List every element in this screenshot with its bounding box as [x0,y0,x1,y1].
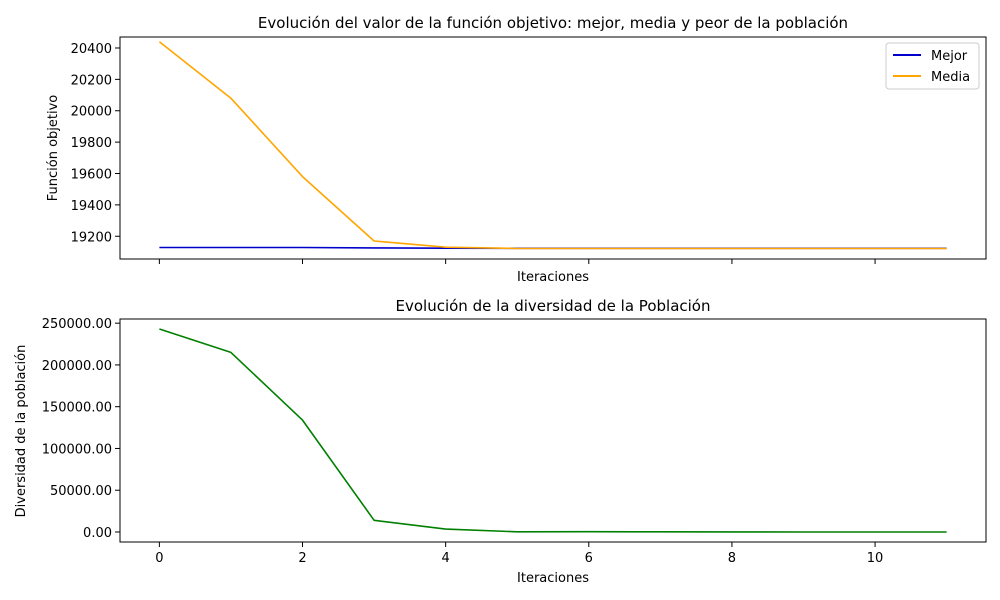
bottom-ytick-label: 100000.00 [42,442,112,457]
bottom-chart-title: Evolución de la diversidad de la Poblaci… [396,297,711,315]
top-chart-xlabel: Iteraciones [517,270,589,285]
top-ytick-label: 20000 [71,105,112,120]
bottom-chart-lines [159,328,947,533]
top-ytick-label: 19800 [71,136,112,151]
bottom-xtick-label: 10 [867,551,884,566]
bottom-series-line [159,328,947,533]
bottom-ytick-label: 200000.00 [42,359,112,374]
legend-label-mejor: Mejor [931,49,968,64]
bottom-ytick-label: 0.00 [83,526,112,541]
top-chart-lines [158,41,947,250]
top-ytick-label: 19200 [71,230,112,245]
bottom-chart-ticks: 0.00 50000.00 100000.00 150000.00 200000.00 2… [42,317,884,566]
bottom-plot-frame [119,318,987,543]
bottom-chart-xlabel: Iteraciones [517,571,589,586]
top-ytick-label: 19600 [71,167,112,182]
top-ytick-label: 20200 [71,73,112,88]
top-chart: Evolución del valor de la función objeti… [46,14,987,285]
top-series-line-media [158,41,947,250]
bottom-xtick-label: 8 [728,551,736,566]
top-chart-title: Evolución del valor de la función objeti… [258,14,848,32]
top-ytick-label: 20400 [71,42,112,57]
top-chart-legend: Mejor Media [885,42,980,90]
bottom-xtick-label: 0 [155,551,163,566]
bottom-xtick-label: 6 [585,551,593,566]
bottom-chart-ylabel: Diversidad de la población [14,345,29,518]
top-ytick-label: 19400 [71,199,112,214]
top-plot-frame [119,36,987,260]
bottom-ytick-label: 50000.00 [50,484,112,499]
bottom-xtick-label: 4 [442,551,450,566]
top-chart-ticks: 19200 19400 19600 19800 20000 20200 20400 [71,42,876,264]
legend-label-media: Media [931,70,970,85]
top-chart-ylabel: Función objetivo [46,95,61,202]
bottom-chart: Evolución de la diversidad de la Poblaci… [14,297,987,586]
bottom-ytick-label: 250000.00 [42,317,112,332]
bottom-ytick-label: 150000.00 [42,401,112,416]
bottom-xtick-label: 2 [298,551,306,566]
